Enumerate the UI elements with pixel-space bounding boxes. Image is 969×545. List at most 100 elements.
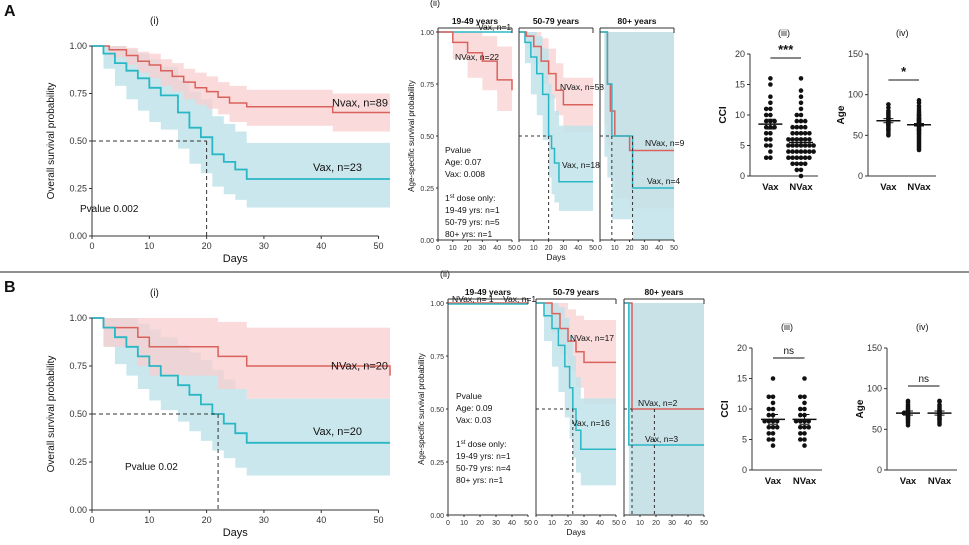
x-tick-label: 50	[612, 520, 620, 527]
x-tick-label: 40	[655, 245, 663, 252]
data-point	[905, 422, 911, 428]
facet-title: 19-49 years	[465, 287, 512, 297]
y-tick-label: 0.50	[420, 134, 434, 141]
x-axis-label: Days	[223, 527, 249, 539]
data-point	[763, 118, 769, 124]
vax-survival-line	[536, 302, 616, 451]
y-tick-label: 0.00	[69, 505, 87, 515]
data-point	[790, 161, 795, 167]
data-point	[802, 124, 808, 130]
data-point	[768, 100, 773, 106]
nvax-count-label: Nvax, n=89	[332, 98, 388, 110]
vax-survival-line	[519, 31, 593, 183]
data-point	[798, 155, 804, 160]
y-tick-label: 0.50	[430, 407, 444, 414]
y-tick-label: 50	[853, 130, 863, 140]
data-point	[916, 100, 922, 106]
significance-label: ns	[783, 346, 794, 357]
data-point	[798, 137, 804, 142]
data-point	[766, 406, 772, 412]
x-tick-label: 20	[564, 520, 572, 527]
facet-3: 80+ years 0 10 20 30 40 50	[622, 287, 708, 527]
data-point	[802, 161, 808, 167]
data-point	[768, 131, 773, 136]
y-tick-label: 1.00	[430, 301, 444, 308]
x-tick-label: 20	[202, 515, 212, 525]
data-point	[798, 94, 804, 99]
data-point	[766, 425, 772, 430]
data-point	[798, 112, 804, 118]
x-tick-label: 10	[144, 241, 154, 251]
vax-count-label: Vax, n=20	[313, 426, 362, 438]
data-point	[798, 131, 804, 136]
data-point	[811, 149, 816, 154]
data-point	[768, 106, 773, 112]
facet-title: 19-49 years	[452, 16, 499, 26]
data-point	[807, 149, 812, 154]
x-tick-label: 30	[492, 520, 500, 527]
data-point	[798, 143, 804, 148]
data-point	[807, 143, 812, 148]
data-point	[802, 143, 808, 148]
data-point	[772, 118, 777, 124]
series-count-label: NVax, n=58	[560, 82, 604, 92]
data-point	[790, 131, 795, 136]
data-point	[798, 412, 803, 418]
y-tick-label: 0.25	[69, 184, 87, 194]
data-point	[794, 167, 800, 173]
significance-label: *	[901, 64, 907, 79]
vax-confidence-band	[92, 46, 390, 208]
y-tick-label: 100	[867, 384, 882, 394]
x-tick-label: 40	[684, 520, 692, 527]
y-tick-label: 50	[872, 424, 882, 434]
x-tick-label: 50	[700, 520, 708, 527]
y-tick-label: 1.00	[420, 30, 434, 37]
nvax-count-label: NVax, n=20	[331, 361, 388, 373]
x-tick-label: 50	[524, 520, 532, 527]
dose-title: 1st dose only:	[445, 193, 496, 203]
data-point	[794, 161, 800, 167]
data-point	[798, 161, 804, 167]
dose-line: 19-49 yrs: n=1	[456, 451, 511, 461]
data-point	[937, 399, 942, 404]
y-tick-label: 1.00	[69, 313, 87, 323]
x-tick-label: 0	[89, 515, 94, 525]
data-point	[802, 131, 808, 136]
data-point	[786, 137, 791, 142]
x-tick-label: 20	[202, 241, 212, 251]
x-category-label: NVax	[907, 182, 931, 193]
data-point	[802, 431, 807, 436]
x-tick-label: 20	[476, 520, 484, 527]
x-tick-label: 20	[626, 245, 634, 252]
data-point	[766, 394, 772, 400]
x-category-label: Vax	[900, 476, 917, 487]
data-point	[802, 437, 807, 442]
series-count-label: NVax, n=17	[570, 333, 614, 343]
x-tick-label: 30	[668, 520, 676, 527]
y-tick-label: 0.25	[69, 457, 87, 467]
data-point	[802, 406, 807, 412]
y-tick-label: 15	[735, 80, 745, 90]
dose-title: 1st dose only:	[456, 439, 507, 449]
data-point	[802, 376, 807, 381]
x-category-label: NVax	[793, 476, 817, 487]
data-point	[798, 173, 804, 179]
x-tick-label: 0	[598, 245, 602, 252]
series-count-label: Vax, n=1	[503, 294, 536, 304]
data-point	[766, 431, 772, 436]
data-point	[768, 76, 773, 81]
facet-1: 19-49 years 0 10 20 30 40 50	[446, 287, 532, 527]
stats-line: Age: 0.09	[456, 403, 493, 413]
y-tick-label: 0.00	[420, 238, 434, 245]
x-tick-label: 40	[316, 515, 326, 525]
y-tick-label: 0.75	[430, 354, 444, 361]
y-tick-label: 0.75	[420, 82, 434, 89]
data-point	[786, 155, 791, 160]
facet-title: 80+ years	[645, 287, 684, 297]
stats-line: Pvalue	[456, 391, 482, 401]
x-tick-label: 20	[652, 520, 660, 527]
facet-2: 50-79 years 0 10 20 30 40 50	[517, 16, 597, 252]
y-tick-label: 0.50	[69, 409, 87, 419]
subpanel-tag: (ii)	[440, 269, 450, 279]
y-axis-label: Age	[855, 399, 866, 418]
